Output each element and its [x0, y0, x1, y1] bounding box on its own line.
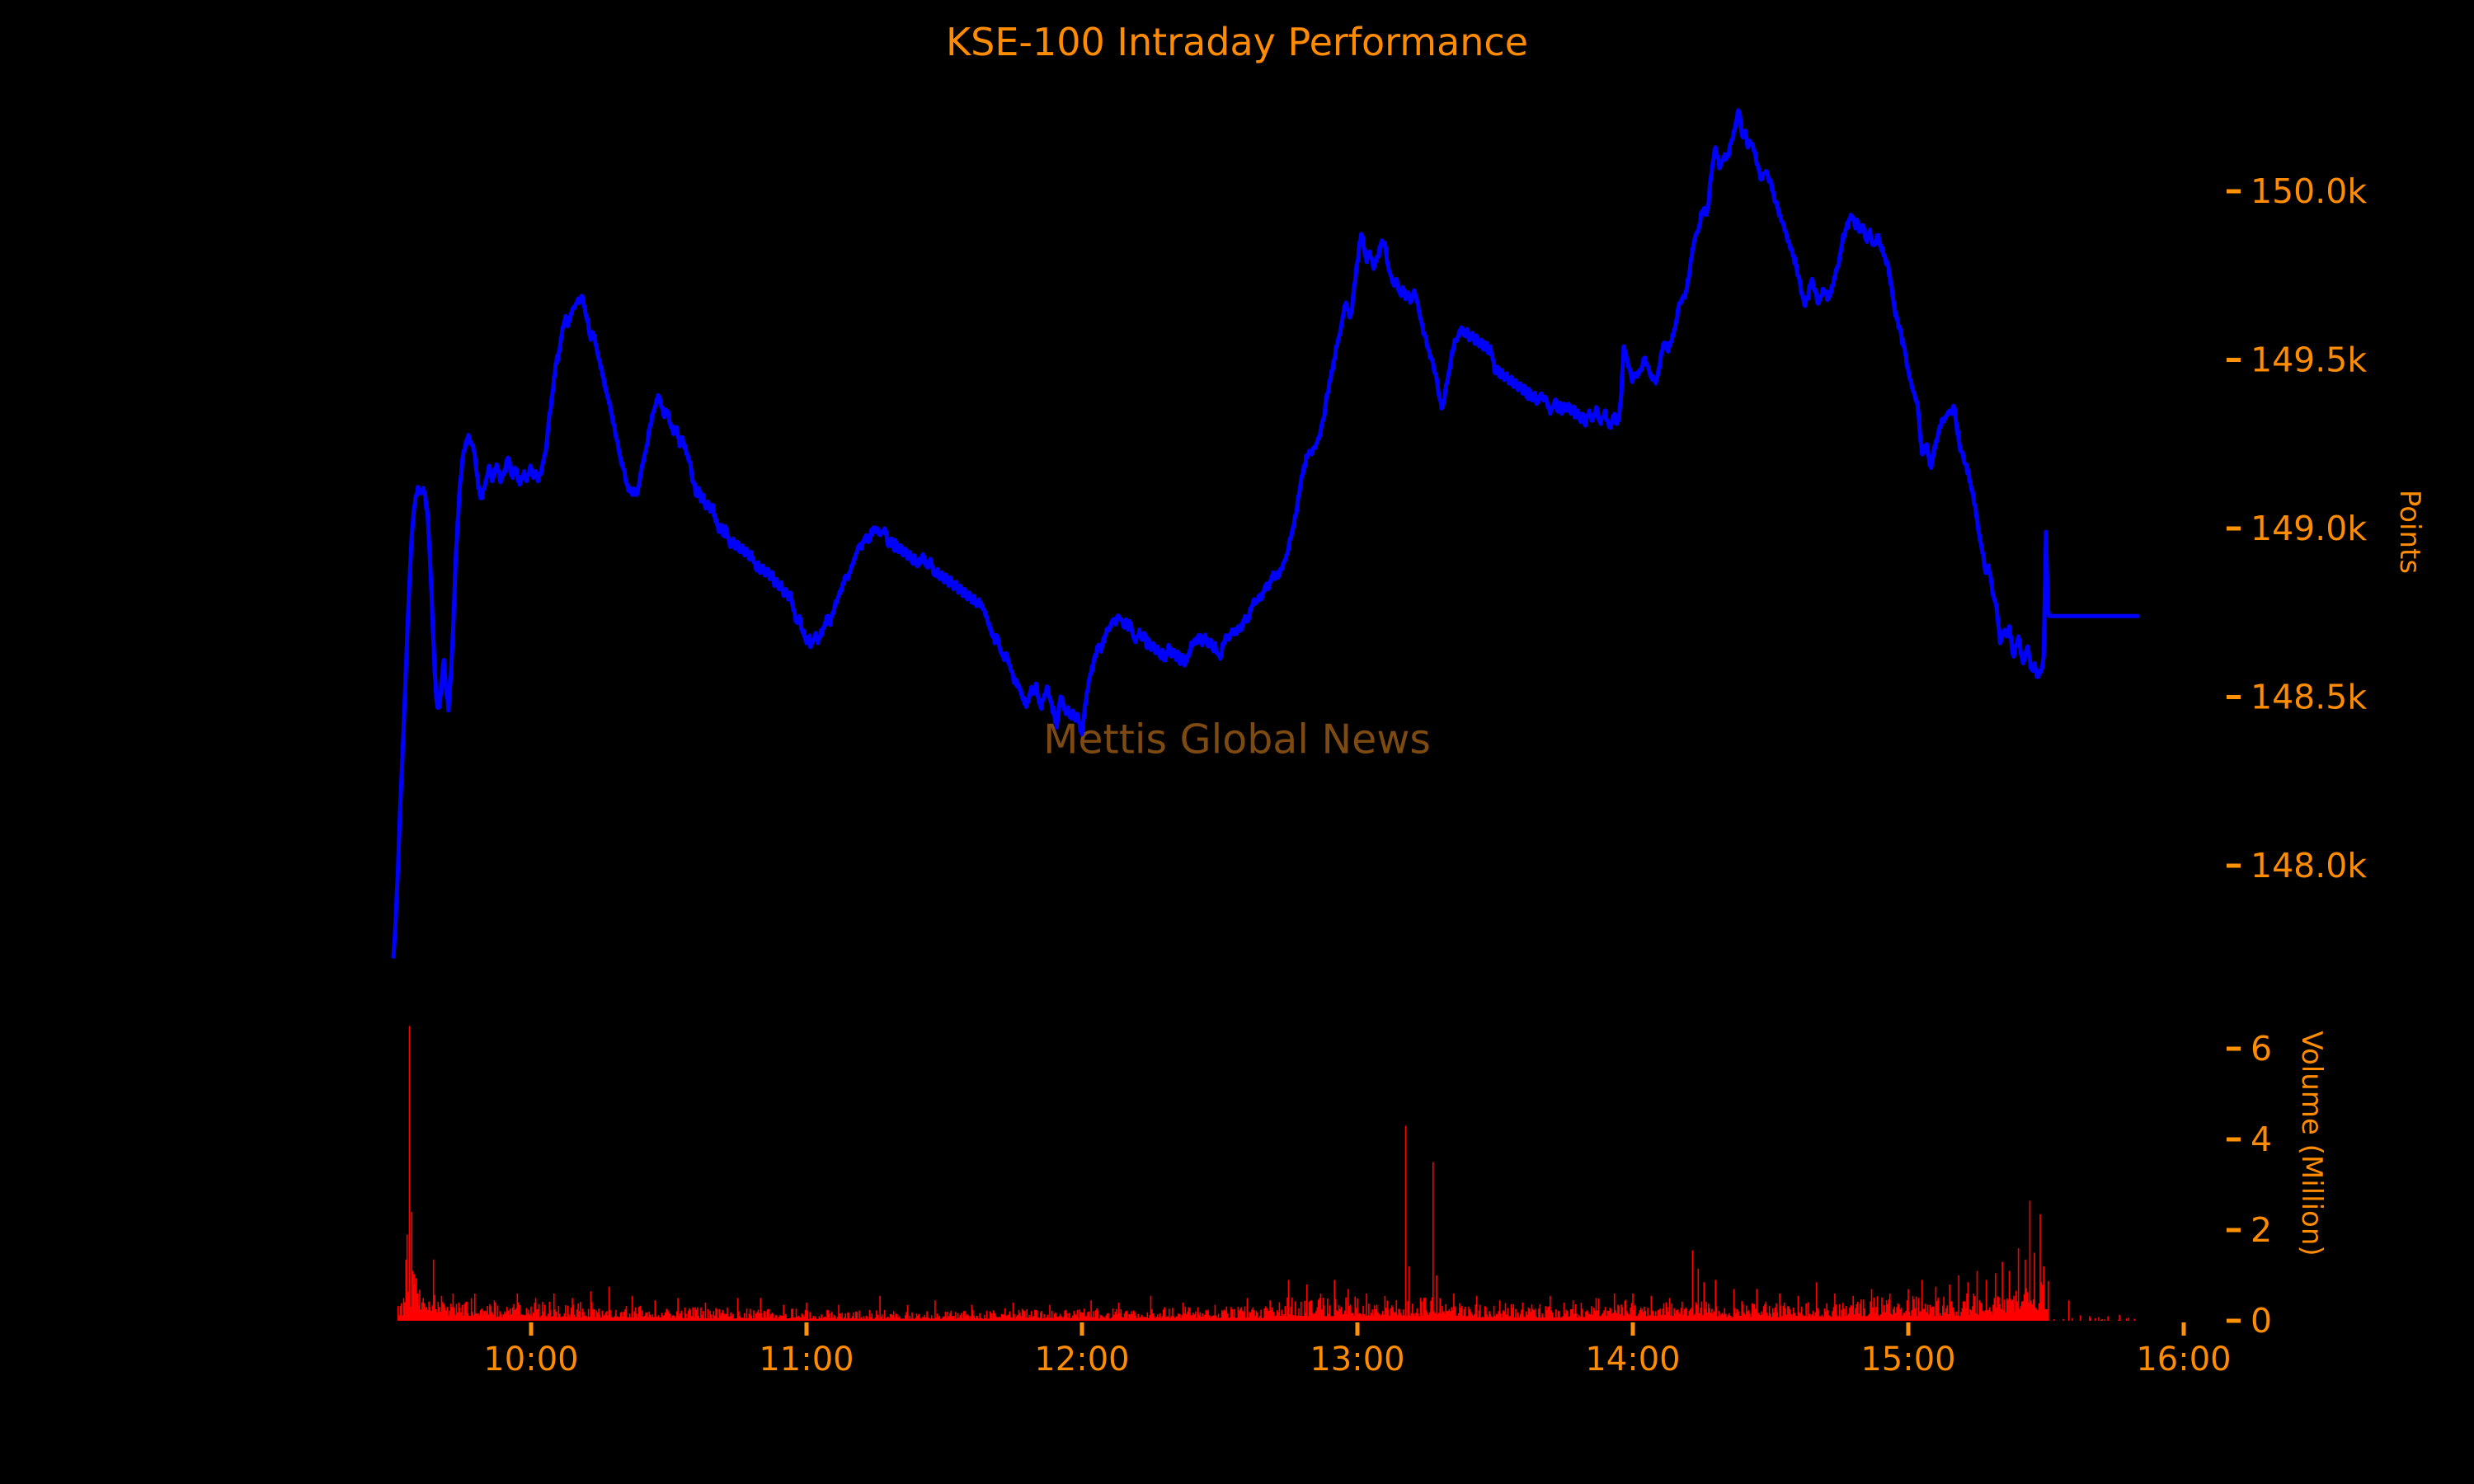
price-axis-title: Points — [2393, 489, 2426, 575]
time-tick-label: 15:00 — [1860, 1341, 1955, 1378]
price-tick-label: 149.5k — [2251, 340, 2367, 380]
price-tick-label: 149.0k — [2251, 509, 2367, 548]
volume-axis-title: Volume (Million) — [2295, 1031, 2328, 1256]
price-axis-ticks: 150.0k 149.5k 149.0k 148.5k 148.0k — [2227, 171, 2367, 885]
volume-bars — [397, 1026, 2135, 1321]
time-tick-label: 11:00 — [759, 1341, 854, 1378]
price-tick-label: 150.0k — [2251, 171, 2367, 211]
volume-axis-ticks: 6 4 2 0 — [2227, 1029, 2272, 1341]
price-tick-label: 148.0k — [2251, 846, 2367, 885]
volume-tick-label: 2 — [2251, 1210, 2272, 1250]
time-tick-label: 13:00 — [1310, 1341, 1404, 1378]
watermark-text: Mettis Global News — [1043, 716, 1431, 763]
time-tick-label: 12:00 — [1034, 1341, 1129, 1378]
price-line-series — [391, 108, 2140, 959]
time-tick-label: 14:00 — [1585, 1341, 1680, 1378]
volume-bars-path — [397, 1026, 2135, 1321]
volume-tick-label: 0 — [2251, 1301, 2272, 1341]
chart-title: KSE-100 Intraday Performance — [945, 20, 1529, 64]
time-axis-ticks: 10:00 11:00 12:00 13:00 14:00 15:00 16:00 — [483, 1322, 2232, 1378]
time-tick-label: 10:00 — [483, 1341, 578, 1378]
volume-tick-label: 6 — [2251, 1029, 2272, 1068]
kse100-price-path — [391, 108, 2140, 959]
volume-tick-label: 4 — [2251, 1120, 2272, 1159]
time-tick-label: 16:00 — [2136, 1341, 2231, 1378]
price-tick-label: 148.5k — [2251, 678, 2367, 717]
